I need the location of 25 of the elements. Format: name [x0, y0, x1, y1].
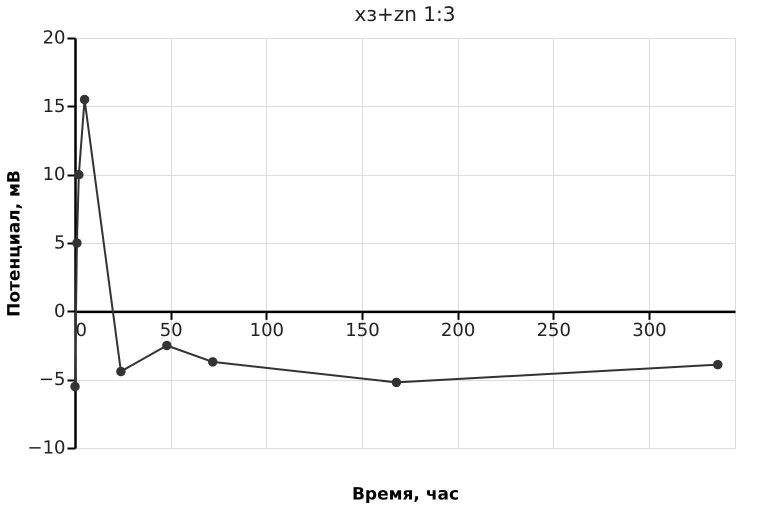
- x-tick-label: 50: [160, 320, 183, 341]
- x-axis-title: Время, час: [352, 484, 460, 504]
- point: [72, 238, 82, 248]
- y-tick-label: −10: [28, 438, 66, 458]
- y-tick-label: 0: [54, 300, 66, 322]
- point: [80, 94, 90, 104]
- x-tick-label: 100: [250, 320, 284, 341]
- point: [116, 366, 126, 376]
- y-tick-label: 5: [54, 232, 66, 254]
- y-tick-label: 15: [42, 96, 66, 117]
- point: [208, 357, 218, 367]
- y-axis-title: Потенциал, мВ: [4, 170, 25, 317]
- x-tick-label: 150: [345, 320, 380, 341]
- y-tick-label: 20: [42, 28, 66, 48]
- point: [713, 360, 723, 370]
- y-tick-label: −5: [38, 369, 66, 390]
- chart-title: xз+zn 1:3: [354, 2, 456, 26]
- x-tick-label: 300: [632, 320, 667, 341]
- x-tick-label: 250: [536, 320, 571, 341]
- x-tick-label: 200: [440, 320, 476, 341]
- point: [162, 340, 172, 350]
- point: [74, 170, 84, 180]
- point: [70, 382, 80, 392]
- y-tick-label: 10: [42, 164, 66, 186]
- point: [392, 378, 402, 388]
